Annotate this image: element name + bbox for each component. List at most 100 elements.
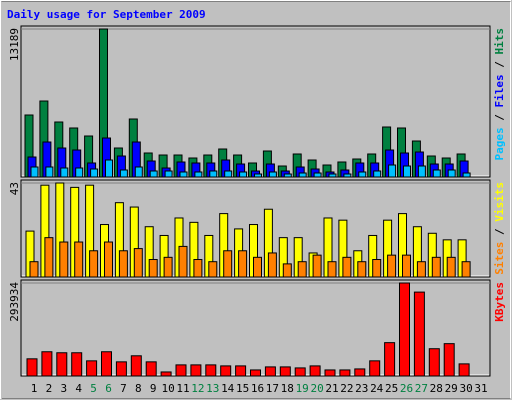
bar [432, 169, 441, 178]
bar [164, 170, 173, 178]
bar [105, 159, 113, 178]
x-tick-label: 11 [176, 382, 189, 395]
bar [297, 261, 307, 278]
x-tick-label: 24 [370, 382, 384, 395]
bar [462, 172, 471, 178]
bar [26, 358, 38, 377]
bar [399, 282, 410, 377]
bar [267, 252, 277, 278]
bar [86, 360, 98, 377]
bar [446, 256, 456, 278]
bar [193, 259, 203, 278]
panel [20, 279, 491, 377]
x-tick-label: 13 [206, 382, 219, 395]
bar [279, 366, 291, 377]
bar [358, 171, 367, 178]
bar [178, 245, 188, 278]
x-tick-label: 30 [459, 382, 472, 395]
bar [45, 166, 54, 178]
bar [190, 364, 202, 377]
bar [342, 256, 352, 278]
x-tick-label: 19 [296, 382, 309, 395]
bar [104, 241, 113, 278]
bar [148, 259, 158, 278]
bar [205, 364, 217, 377]
x-tick-label: 20 [310, 382, 323, 395]
legend-entry: Visits [493, 182, 506, 222]
x-tick-label: 15 [236, 382, 249, 395]
bar [384, 342, 396, 377]
bar [74, 241, 84, 278]
bar [250, 369, 261, 377]
bar [194, 171, 203, 178]
bar [309, 365, 321, 377]
x-tick-label: 3 [60, 382, 67, 395]
legend-separator: / [493, 108, 506, 128]
y-tick-label: 293934 [8, 282, 21, 322]
bar [283, 173, 292, 178]
legend-entry: Files [493, 74, 506, 107]
bar [220, 365, 232, 377]
bar [282, 263, 292, 278]
bar [75, 167, 84, 178]
bar [160, 371, 172, 377]
bar [209, 170, 218, 178]
x-tick-label: 25 [385, 382, 398, 395]
bar [89, 250, 99, 278]
bar [101, 351, 112, 377]
bar [44, 237, 54, 278]
bar [428, 348, 440, 377]
legend: KBytes [493, 282, 506, 322]
x-tick-label: 2 [46, 382, 53, 395]
bar [119, 169, 128, 178]
x-tick-label: 26 [400, 382, 413, 395]
bar [115, 361, 127, 377]
bar [239, 171, 248, 178]
chart-title: Daily usage for September 2009 [7, 8, 206, 21]
bar [372, 259, 382, 278]
bar [403, 165, 411, 178]
bar [413, 291, 425, 377]
x-tick-label: 18 [281, 382, 294, 395]
x-tick-label: 27 [415, 382, 428, 395]
bar [324, 369, 336, 377]
bar [134, 166, 143, 178]
bar [416, 261, 426, 278]
bar [59, 241, 69, 278]
legend-entry: Pages [493, 127, 506, 160]
bar [461, 261, 471, 278]
bar [130, 355, 142, 377]
x-tick-label: 8 [135, 382, 142, 395]
bar [354, 368, 366, 377]
x-tick-label: 23 [355, 382, 368, 395]
bar [238, 250, 248, 278]
bar [339, 369, 351, 377]
bar [402, 254, 411, 278]
x-tick-label: 1 [31, 382, 38, 395]
bar [431, 256, 441, 278]
bar [373, 170, 382, 178]
x-tick-label: 22 [340, 382, 353, 395]
x-tick-label: 4 [75, 382, 82, 395]
x-tick-label: 16 [251, 382, 264, 395]
bar [357, 261, 367, 278]
legend-entry: Hits [493, 28, 506, 55]
bar [118, 250, 128, 278]
bar [223, 250, 233, 278]
bar [328, 173, 337, 178]
x-tick-label: 5 [90, 382, 97, 395]
x-tick-label: 9 [150, 382, 157, 395]
bar [369, 360, 381, 377]
x-tick-label: 28 [430, 382, 443, 395]
legend: Sites / Visits [493, 182, 506, 275]
bar [447, 169, 456, 178]
bar [179, 171, 188, 178]
x-tick-label: 14 [221, 382, 235, 395]
x-tick-label: 21 [325, 382, 338, 395]
x-tick-label: 10 [161, 382, 174, 395]
bar [388, 164, 397, 178]
bar [264, 366, 276, 377]
bar [149, 170, 158, 178]
bar [268, 171, 277, 178]
